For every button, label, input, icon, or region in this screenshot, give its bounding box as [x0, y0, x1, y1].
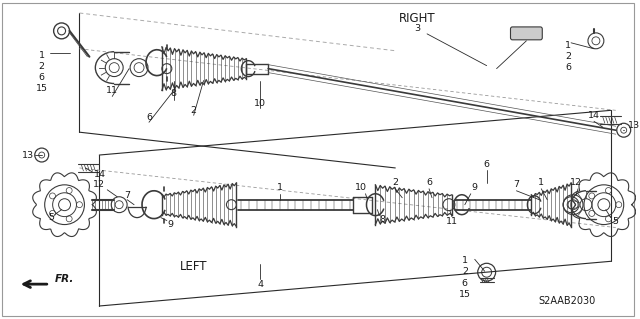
Text: 2: 2: [392, 178, 398, 187]
Text: 9: 9: [168, 220, 174, 229]
Text: 6: 6: [146, 113, 152, 122]
Text: 8: 8: [380, 215, 385, 224]
Text: 14: 14: [588, 111, 600, 120]
Text: 7: 7: [513, 180, 520, 189]
Text: 14: 14: [94, 170, 106, 179]
Text: 1: 1: [277, 183, 283, 192]
Text: 7: 7: [124, 191, 130, 200]
Text: S2AAB2030: S2AAB2030: [539, 296, 596, 306]
Text: 4: 4: [257, 280, 263, 289]
Text: 11: 11: [446, 217, 458, 226]
FancyBboxPatch shape: [511, 27, 542, 40]
Text: LEFT: LEFT: [180, 260, 207, 273]
Text: 1
2
6: 1 2 6: [565, 41, 571, 72]
Text: 12: 12: [93, 180, 106, 189]
Text: 6: 6: [484, 160, 490, 169]
Text: 10: 10: [254, 99, 266, 108]
Text: 12: 12: [570, 178, 582, 187]
Text: 13: 13: [628, 121, 640, 130]
Text: 1
2
6
15: 1 2 6 15: [459, 256, 471, 299]
Text: 9: 9: [472, 183, 477, 192]
Text: RIGHT: RIGHT: [399, 12, 435, 26]
Text: 1: 1: [538, 178, 544, 187]
Text: 11: 11: [106, 86, 118, 95]
Text: 10: 10: [355, 183, 367, 192]
Text: FR.: FR.: [54, 274, 74, 284]
Text: 6: 6: [426, 178, 432, 187]
Text: 3: 3: [414, 24, 420, 33]
Text: 5: 5: [49, 213, 54, 222]
Text: 5: 5: [612, 217, 619, 226]
Text: 8: 8: [171, 89, 177, 98]
Text: 13: 13: [22, 151, 34, 160]
Text: 2: 2: [191, 106, 196, 115]
Text: 1
2
6
15: 1 2 6 15: [36, 51, 48, 93]
